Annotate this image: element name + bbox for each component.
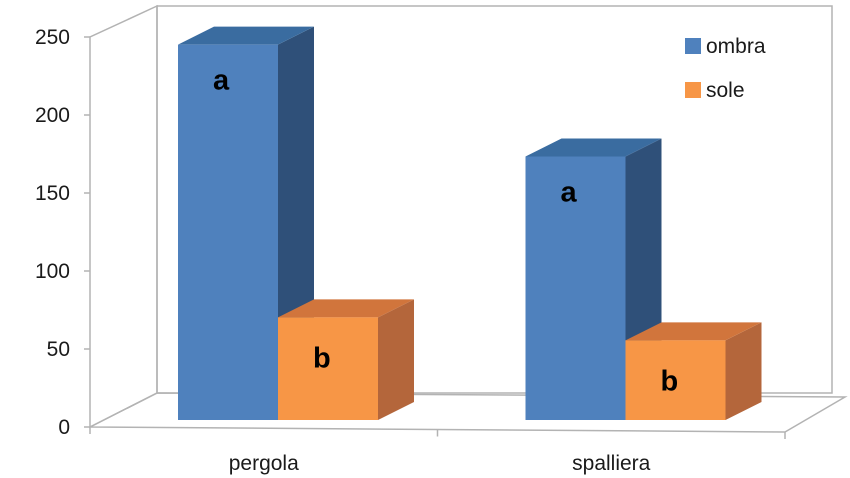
y-tick-label: 100: [35, 260, 70, 283]
x-axis-categories: pergola spalliera: [89, 427, 786, 475]
significance-label: a: [213, 65, 230, 97]
y-tick-label: 150: [35, 182, 70, 205]
bar-top-face: [625, 322, 762, 341]
x-category-label: spalliera: [572, 452, 651, 475]
significance-label: b: [661, 365, 679, 397]
bar-sole-pergola: b: [278, 299, 414, 420]
bar-sole-spalliera: b: [625, 322, 762, 420]
significance-label: b: [313, 342, 331, 374]
bar-front-face: [178, 44, 278, 420]
legend-label: ombra: [706, 35, 766, 58]
bar-side-face: [378, 299, 414, 420]
legend: ombra sole: [685, 35, 766, 102]
bar-side-face: [725, 322, 762, 420]
bar-top-face: [278, 299, 414, 318]
bar-front-face: [278, 317, 378, 420]
y-axis-ticks: 0 50 100 150 200 250: [35, 26, 90, 439]
x-category-label: pergola: [229, 452, 299, 475]
y-tick-label: 250: [35, 26, 70, 49]
bar-top-face: [178, 26, 314, 45]
y-tick-label: 50: [47, 338, 70, 361]
bar-front-face: [525, 156, 626, 420]
bar-front-face: [625, 340, 726, 420]
significance-label: a: [561, 176, 578, 208]
legend-swatch: [685, 82, 701, 98]
legend-swatch: [685, 38, 701, 54]
bar-top-face: [525, 138, 662, 157]
floor: [89, 392, 848, 433]
y-tick-label: 0: [58, 416, 70, 439]
legend-label: sole: [706, 79, 745, 102]
bar-series: a b a b: [178, 26, 762, 420]
side-wall: [89, 4, 158, 429]
y-tick-label: 200: [35, 104, 70, 127]
